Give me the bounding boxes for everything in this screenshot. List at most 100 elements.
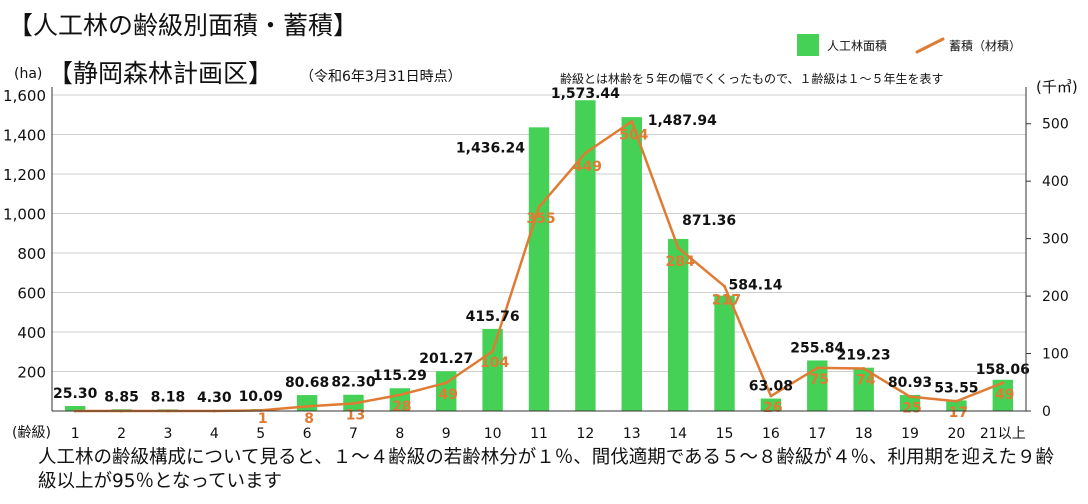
line-point bbox=[630, 119, 634, 123]
y-tick-left: 800 bbox=[17, 245, 46, 263]
y-tick-left: 1,400 bbox=[3, 127, 46, 145]
bar bbox=[760, 398, 782, 411]
volume-value-label: 25 bbox=[902, 401, 921, 417]
volume-value-label: 8 bbox=[304, 411, 314, 427]
bar-value-label: 201.27 bbox=[419, 351, 473, 367]
bar bbox=[992, 379, 1014, 411]
legend-swatch-bar bbox=[797, 34, 819, 56]
x-tick: 17 bbox=[808, 426, 826, 442]
bar-value-label: 584.14 bbox=[729, 278, 783, 294]
y-tick-left: 1,200 bbox=[3, 166, 46, 184]
bar bbox=[482, 328, 503, 411]
legend-swatch-line bbox=[915, 37, 945, 54]
bar-value-label: 115.29 bbox=[373, 368, 427, 384]
volume-value-label: 75 bbox=[810, 372, 829, 388]
bar bbox=[528, 127, 550, 412]
x-tick: 21以上 bbox=[980, 426, 1026, 442]
bar-series bbox=[64, 100, 1014, 412]
bar-value-label: 1,573.44 bbox=[551, 86, 620, 102]
bar-value-label: 8.85 bbox=[104, 389, 139, 405]
x-tick: 7 bbox=[349, 426, 358, 442]
volume-value-label: 104 bbox=[480, 355, 509, 371]
summary-text: 人工林の齢級構成について見ると、１～４齢級の若齢林分が１％、間伐適期である５～８… bbox=[38, 447, 1055, 492]
bar bbox=[853, 367, 874, 411]
bar bbox=[64, 406, 86, 411]
bar bbox=[714, 295, 735, 411]
line-point bbox=[491, 349, 495, 353]
x-tick: 8 bbox=[395, 426, 404, 442]
bar bbox=[436, 371, 457, 411]
line-point bbox=[908, 395, 912, 399]
bar-value-label: 4.30 bbox=[197, 390, 232, 406]
x-tick: 20 bbox=[948, 426, 966, 442]
volume-value-label: 74 bbox=[856, 372, 876, 388]
line-point bbox=[954, 399, 958, 403]
x-tick: 14 bbox=[669, 426, 687, 442]
line-point bbox=[723, 284, 727, 288]
y-tick-left: 600 bbox=[17, 285, 46, 303]
line-point bbox=[769, 394, 773, 398]
bar bbox=[575, 100, 596, 411]
y-tick-right: 300 bbox=[1042, 232, 1069, 248]
x-tick: 13 bbox=[623, 426, 641, 442]
volume-value-label: 17 bbox=[949, 405, 968, 421]
y-tick-right: 200 bbox=[1042, 289, 1069, 305]
x-tick: 4 bbox=[210, 426, 219, 442]
bar-value-label: 25.30 bbox=[53, 386, 98, 402]
volume-value-label: 1 bbox=[258, 411, 268, 427]
y-tick-left: 1,000 bbox=[3, 206, 46, 224]
x-tick: 12 bbox=[576, 426, 594, 442]
y-tick-right: 500 bbox=[1042, 117, 1069, 133]
x-tick: 16 bbox=[762, 426, 780, 442]
x-tick: 10 bbox=[484, 426, 502, 442]
legend-label-volume: 蓄積（材積） bbox=[949, 38, 1022, 53]
legend-item-area: 人工林面積 bbox=[797, 34, 887, 56]
bar bbox=[296, 395, 318, 411]
age-class-note: 齢級とは林齢を５年の幅でくくったもので、１齢級は１～５年生を表す bbox=[560, 72, 944, 86]
y-tick-right: 100 bbox=[1042, 347, 1069, 363]
volume-value-label: 504 bbox=[619, 127, 648, 143]
y-tick-right: 400 bbox=[1042, 174, 1069, 190]
line-point bbox=[1001, 381, 1005, 385]
volume-value-label: 355 bbox=[526, 211, 555, 227]
y-tick-left: 1,600 bbox=[3, 87, 46, 105]
bar-value-label: 415.76 bbox=[466, 309, 520, 325]
bar-value-label: 10.09 bbox=[239, 389, 283, 405]
chart-title: 【人工林の齢級別面積・蓄積】 bbox=[8, 11, 359, 40]
bar bbox=[899, 395, 921, 411]
y-tick-left: 400 bbox=[17, 324, 46, 342]
line-point bbox=[398, 393, 402, 397]
bar-value-label: 1,487.94 bbox=[648, 113, 717, 129]
line-point bbox=[537, 205, 541, 209]
bar-value-label: 1,436.24 bbox=[456, 140, 525, 156]
bar bbox=[667, 238, 689, 411]
y-tick-left: 200 bbox=[17, 364, 46, 382]
x-tick: 5 bbox=[256, 426, 265, 442]
volume-value-label: 49 bbox=[438, 387, 457, 403]
line-point bbox=[444, 381, 448, 385]
y-axis-right-label: (千㎥) bbox=[1036, 78, 1078, 96]
x-tick: 19 bbox=[901, 426, 919, 442]
x-tick: 11 bbox=[530, 426, 548, 442]
y-axis-left-label: (ha) bbox=[14, 66, 43, 82]
bar-value-label: 219.23 bbox=[837, 348, 891, 364]
bar-value-label: 255.84 bbox=[790, 340, 844, 356]
line-point bbox=[676, 246, 680, 250]
bar-value-label: 63.08 bbox=[749, 379, 793, 395]
bar-value-label: 82.30 bbox=[331, 375, 376, 391]
bar bbox=[621, 117, 642, 412]
bar-value-label: 80.93 bbox=[888, 375, 932, 391]
bar-value-label: 158.06 bbox=[976, 362, 1030, 378]
bar bbox=[807, 360, 828, 411]
x-tick: 9 bbox=[442, 426, 451, 442]
line-point bbox=[305, 404, 309, 408]
as-of-date: （令和6年3月31日時点） bbox=[300, 69, 462, 85]
volume-value-label: 284 bbox=[666, 254, 695, 270]
line-point bbox=[862, 366, 866, 370]
chart-subtitle: 【静岡森林計画区】 bbox=[48, 59, 274, 88]
volume-value-label: 449 bbox=[573, 159, 602, 175]
volume-value-label: 217 bbox=[712, 292, 741, 308]
volume-value-label: 13 bbox=[346, 408, 365, 424]
legend-label-area: 人工林面積 bbox=[827, 38, 888, 53]
